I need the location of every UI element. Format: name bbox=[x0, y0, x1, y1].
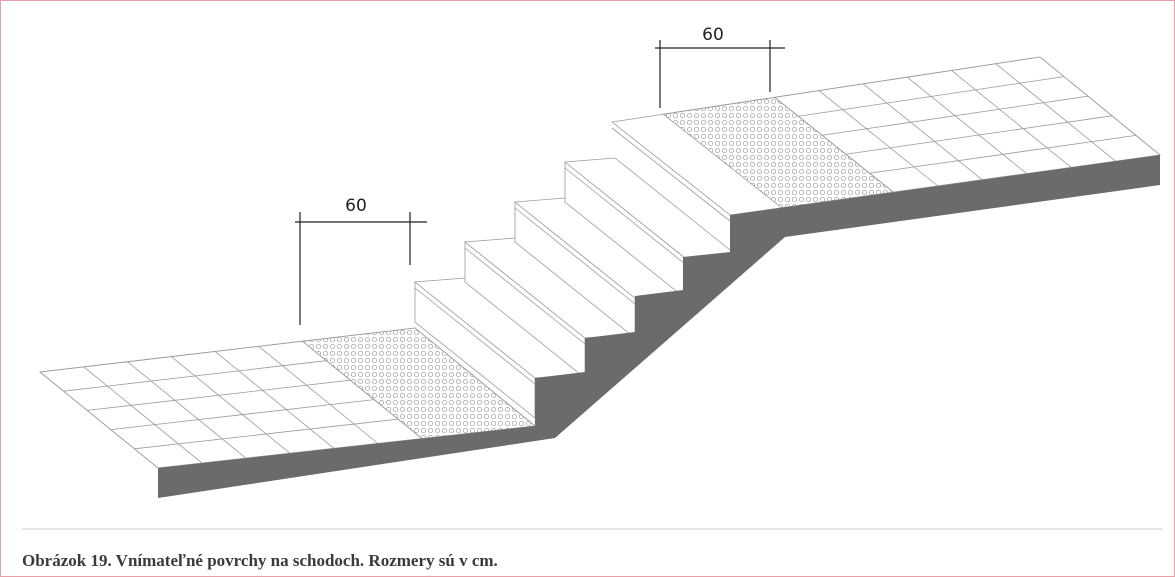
tile-line bbox=[110, 399, 375, 430]
tile-line bbox=[83, 366, 203, 464]
dimension-lines bbox=[295, 40, 785, 325]
tile-line bbox=[951, 70, 1072, 168]
dimension-label: 60 bbox=[702, 25, 724, 45]
tile-line bbox=[87, 379, 351, 411]
tile-line bbox=[845, 115, 1113, 155]
tile-line bbox=[258, 346, 379, 444]
caption: Obrázok 19. Vnímateľné povrchy na schodo… bbox=[22, 551, 498, 570]
geometry bbox=[39, 56, 1161, 469]
tile-line bbox=[774, 96, 894, 193]
tile-line bbox=[907, 76, 1027, 174]
tile-line bbox=[798, 76, 1065, 117]
tile-line bbox=[774, 56, 1041, 98]
tile-line bbox=[39, 371, 159, 469]
tile-line bbox=[862, 83, 983, 181]
tile-line bbox=[869, 135, 1137, 174]
tile-line bbox=[134, 418, 399, 450]
tile-line bbox=[995, 63, 1116, 162]
tile-line bbox=[63, 360, 327, 392]
nosing bbox=[464, 247, 586, 345]
tile-line bbox=[1039, 56, 1161, 156]
tile-line bbox=[818, 90, 939, 187]
nosing bbox=[514, 207, 636, 305]
tile-line bbox=[170, 356, 291, 454]
nosing bbox=[564, 167, 686, 265]
tile-line bbox=[822, 95, 1089, 136]
tile-line bbox=[39, 340, 303, 373]
side-profile bbox=[158, 155, 1160, 498]
tile-line bbox=[127, 361, 247, 459]
dimension-label: 60 bbox=[345, 196, 367, 216]
tile-line bbox=[214, 351, 335, 449]
nosing bbox=[414, 287, 536, 385]
nosing bbox=[611, 127, 731, 222]
